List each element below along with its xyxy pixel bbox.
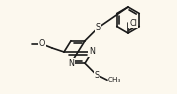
Text: CH₃: CH₃ [108,77,121,83]
Text: S: S [95,23,101,32]
Text: S: S [95,71,99,80]
Text: N: N [68,59,74,68]
Text: Cl: Cl [129,19,137,28]
Text: N: N [89,47,95,56]
Text: O: O [39,39,45,49]
